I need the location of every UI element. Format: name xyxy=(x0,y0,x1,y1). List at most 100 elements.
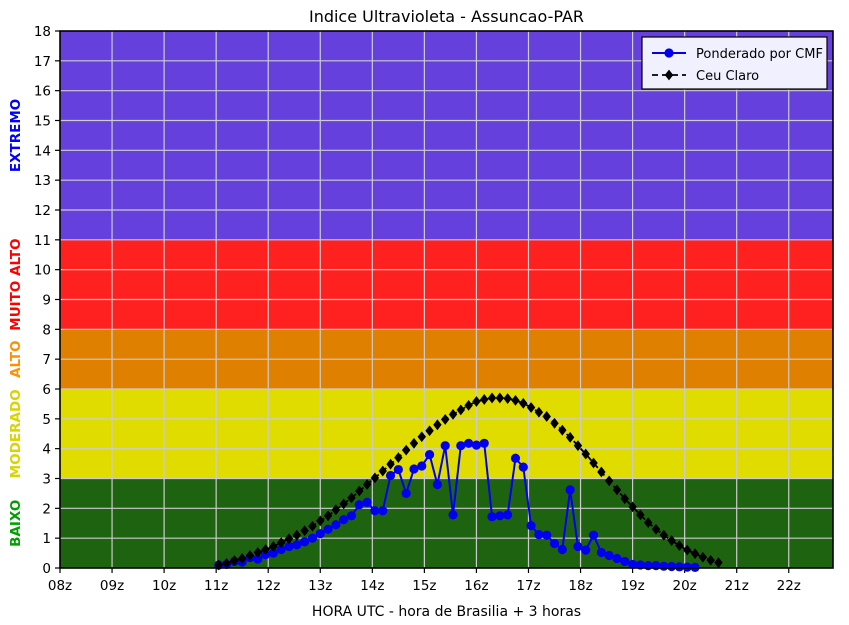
series-marker-diamond xyxy=(355,485,364,497)
series-marker-diamond xyxy=(378,465,387,477)
series-marker-circle xyxy=(307,533,318,543)
series-marker-circle xyxy=(432,479,442,490)
series-marker-circle xyxy=(682,562,692,572)
series-marker-circle xyxy=(284,541,294,552)
x-axis-label: HORA UTC - hora de Brasilia + 3 horas xyxy=(312,604,581,620)
y-tick-label: 8 xyxy=(42,322,51,338)
series-line-2 xyxy=(218,397,719,566)
series-marker-diamond xyxy=(581,448,590,460)
series-marker-circle xyxy=(534,529,544,540)
series-marker-circle xyxy=(417,461,427,471)
series-marker-circle xyxy=(581,545,591,555)
y-tick-label: 12 xyxy=(34,203,51,219)
band-label-muito-alto: MUITO ALTO xyxy=(8,238,24,330)
plot-frame xyxy=(59,30,834,569)
y-tick-label: 11 xyxy=(34,233,51,249)
series-marker-diamond xyxy=(472,396,481,407)
series-marker-diamond xyxy=(659,529,669,541)
series-marker-diamond xyxy=(269,541,278,552)
series-marker-diamond xyxy=(347,492,356,504)
series-marker-diamond xyxy=(464,400,473,411)
series-marker-circle xyxy=(487,512,497,522)
band-label-extremo: EXTREMO xyxy=(8,99,24,172)
x-tick-label: 19z xyxy=(620,578,644,594)
band-label-moderado: MODERADO xyxy=(8,389,24,478)
series-marker-diamond xyxy=(628,501,637,513)
series-marker-diamond xyxy=(667,535,676,546)
series-marker-diamond xyxy=(706,554,715,566)
x-tick-label: 14z xyxy=(360,578,384,594)
series-marker-circle xyxy=(471,440,482,450)
series-marker-circle xyxy=(354,500,364,510)
series-marker-diamond xyxy=(245,550,255,561)
series-marker-diamond xyxy=(370,472,380,484)
y-tick-label: 14 xyxy=(34,143,51,159)
series-marker-circle xyxy=(596,547,606,558)
y-tick-label: 0 xyxy=(42,561,51,577)
series-marker-diamond xyxy=(690,548,700,560)
series-marker-diamond xyxy=(589,457,598,469)
series-marker-diamond xyxy=(644,517,653,529)
series-marker-circle xyxy=(464,438,474,448)
series-marker-circle xyxy=(300,537,310,547)
y-tick-label: 18 xyxy=(34,24,51,40)
series-marker-circle xyxy=(385,470,396,481)
series-marker-diamond xyxy=(261,544,270,555)
series-marker-diamond xyxy=(300,525,309,537)
series-marker-diamond xyxy=(511,394,520,406)
series-marker-diamond xyxy=(394,452,403,464)
series-marker-circle xyxy=(440,441,450,451)
y-tick-label: 10 xyxy=(34,263,51,279)
y-tick-label: 3 xyxy=(42,472,51,488)
series-marker-circle xyxy=(331,520,341,530)
x-tick-label: 20z xyxy=(673,578,697,594)
series-marker-circle xyxy=(510,453,521,463)
series-marker-circle xyxy=(667,561,677,572)
series-marker-diamond xyxy=(230,555,239,566)
legend-label-1: Ponderado por CMF xyxy=(696,47,823,62)
series-marker-circle xyxy=(339,515,349,525)
series-marker-diamond xyxy=(401,444,411,456)
series-marker-circle xyxy=(268,548,279,558)
series-marker-diamond xyxy=(620,493,629,505)
y-tick-label: 6 xyxy=(42,382,51,398)
series-marker-circle xyxy=(588,530,599,540)
series-marker-circle xyxy=(627,559,638,570)
series-marker-circle xyxy=(604,550,614,561)
series-marker-diamond xyxy=(714,557,723,569)
series-marker-diamond xyxy=(542,411,551,422)
series-marker-circle xyxy=(526,521,536,531)
y-tick-label: 2 xyxy=(42,501,51,517)
series-marker-circle xyxy=(409,464,419,474)
chart-title: Indice Ultravioleta - Assuncao-PAR xyxy=(309,7,584,26)
legend-swatch-marker-2 xyxy=(664,69,674,81)
series-marker-diamond xyxy=(277,537,286,549)
series-marker-circle xyxy=(315,529,325,539)
legend-swatch-marker-1 xyxy=(664,48,674,58)
series-marker-diamond xyxy=(604,475,614,487)
series-marker-diamond xyxy=(316,515,325,527)
x-tick-label: 22z xyxy=(777,578,801,594)
series-marker-diamond xyxy=(339,498,348,510)
series-marker-diamond xyxy=(495,392,505,404)
band-label-baixo: BAIXO xyxy=(8,500,24,547)
series-marker-circle xyxy=(503,510,513,520)
series-marker-diamond xyxy=(417,431,426,443)
series-marker-circle xyxy=(370,506,380,516)
y-tick-label: 1 xyxy=(42,531,51,547)
series-marker-diamond xyxy=(308,520,317,532)
series-marker-circle xyxy=(346,511,357,521)
x-tick-label: 16z xyxy=(464,578,488,594)
series-marker-diamond xyxy=(698,551,708,563)
series-marker-diamond xyxy=(386,458,395,470)
y-tick-label: 9 xyxy=(42,293,51,309)
series-marker-circle xyxy=(674,562,685,572)
series-marker-circle xyxy=(565,485,575,495)
legend-label-2: Ceu Claro xyxy=(696,69,759,84)
x-tick-label: 15z xyxy=(412,578,436,594)
y-tick-label: 5 xyxy=(42,412,51,428)
series-marker-circle xyxy=(362,497,372,507)
series-marker-diamond xyxy=(480,394,489,405)
series-marker-circle xyxy=(448,510,458,520)
